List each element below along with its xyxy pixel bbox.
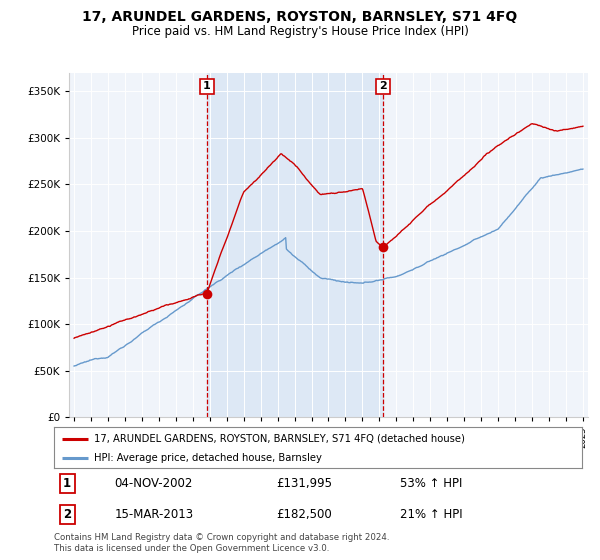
Text: 17, ARUNDEL GARDENS, ROYSTON, BARNSLEY, S71 4FQ (detached house): 17, ARUNDEL GARDENS, ROYSTON, BARNSLEY, … (94, 433, 464, 444)
Text: 17, ARUNDEL GARDENS, ROYSTON, BARNSLEY, S71 4FQ: 17, ARUNDEL GARDENS, ROYSTON, BARNSLEY, … (82, 10, 518, 24)
Text: 15-MAR-2013: 15-MAR-2013 (115, 508, 194, 521)
Bar (207, 73, 383, 417)
Text: 1: 1 (63, 477, 71, 490)
Text: 2: 2 (63, 508, 71, 521)
Text: 04-NOV-2002: 04-NOV-2002 (115, 477, 193, 490)
Text: £131,995: £131,995 (276, 477, 332, 490)
Text: Contains HM Land Registry data © Crown copyright and database right 2024.
This d: Contains HM Land Registry data © Crown c… (54, 533, 389, 553)
Text: 53% ↑ HPI: 53% ↑ HPI (400, 477, 462, 490)
Text: 2: 2 (379, 81, 387, 91)
Text: 21% ↑ HPI: 21% ↑ HPI (400, 508, 463, 521)
Text: Price paid vs. HM Land Registry's House Price Index (HPI): Price paid vs. HM Land Registry's House … (131, 25, 469, 38)
Text: HPI: Average price, detached house, Barnsley: HPI: Average price, detached house, Barn… (94, 452, 322, 463)
Text: 1: 1 (203, 81, 211, 91)
Text: £182,500: £182,500 (276, 508, 332, 521)
